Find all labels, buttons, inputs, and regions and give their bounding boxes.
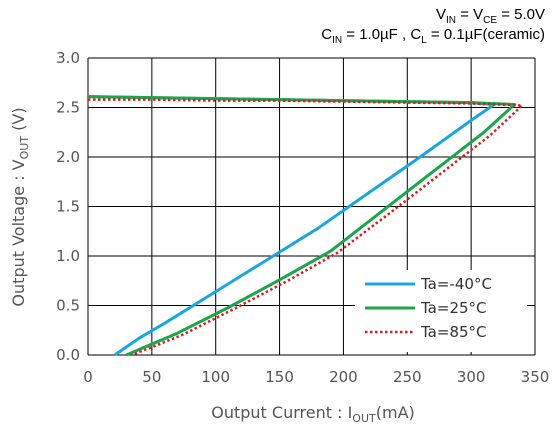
y-tick-label: 1.5 [56,198,80,216]
x-tick-label: 0 [83,368,93,386]
grid [87,57,536,356]
y-axis-label: Output Voltage : VOUT (V) [9,107,31,306]
y-tick-label: 2.5 [56,99,80,117]
x-tick-label: 200 [329,368,358,386]
condition-line-capacitors: CIN = 1.0µF , CL = 0.1µF(ceramic) [321,26,545,46]
x-tick-label: 150 [265,368,294,386]
x-tick-label: 100 [201,368,230,386]
condition-line-vin: VIN = VCE = 5.0V [436,6,545,26]
series-line-3 [88,98,524,357]
x-tick-label: 50 [142,368,161,386]
y-tick-label: 2.0 [56,148,80,166]
x-tick-label: 300 [457,368,486,386]
series-lines [87,95,524,357]
x-axis-label: Output Current : IOUT(mA) [211,403,415,425]
y-tick-label: 0.5 [56,297,80,315]
x-tick-label: 350 [521,368,550,386]
legend: Ta=-40°C Ta=25°C Ta=85°C [355,270,527,352]
y-tick-label: 1.0 [56,247,80,265]
legend-label: Ta=25°C [420,299,487,317]
x-tick-label: 250 [393,368,422,386]
series-line-2 [87,95,517,357]
tick-labels: 0 50 100 150 200 250 300 350 0.0 0.5 1.0 1.5 2.0 2.5 3… [56,49,549,386]
y-tick-label: 3.0 [56,49,80,67]
legend-label: Ta=-40°C [420,275,492,293]
legend-label: Ta=85°C [420,323,487,341]
y-tick-label: 0.0 [56,346,80,364]
